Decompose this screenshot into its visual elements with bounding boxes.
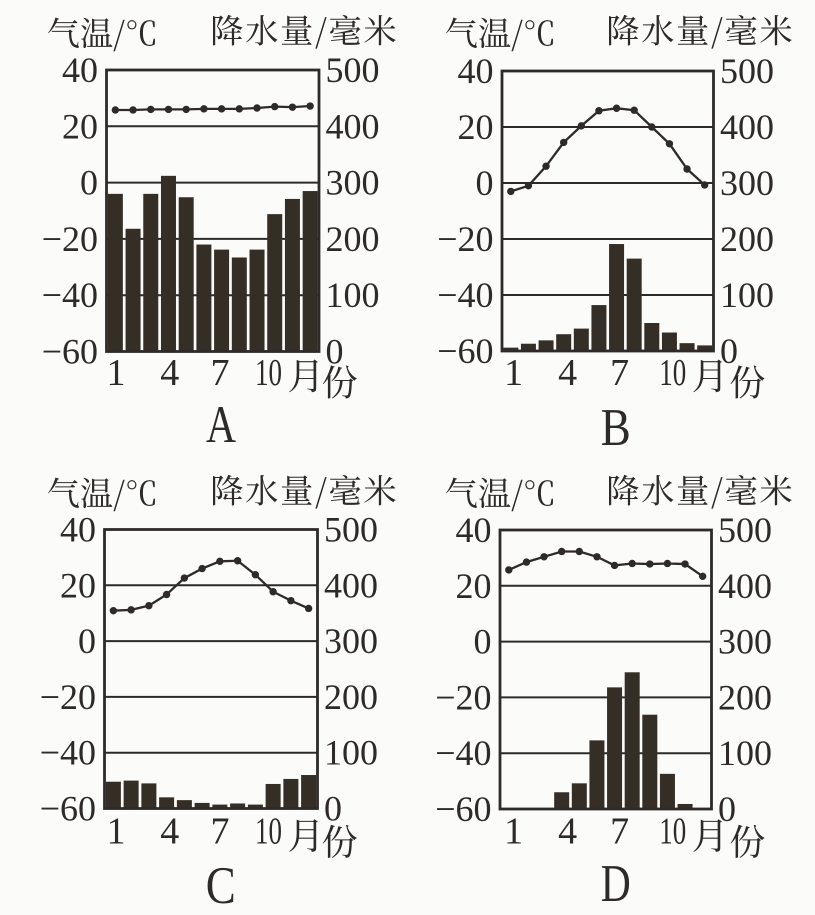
svg-text:1: 1: [107, 811, 126, 853]
svg-text:7: 7: [211, 811, 230, 853]
svg-text:10: 10: [255, 811, 282, 853]
svg-text:−40: −40: [40, 733, 96, 773]
svg-text:300: 300: [326, 163, 380, 203]
svg-text:0: 0: [80, 163, 98, 203]
svg-text:100: 100: [718, 733, 772, 773]
svg-text:−40: −40: [42, 275, 98, 315]
svg-text:500: 500: [326, 50, 380, 90]
svg-text:−40: −40: [435, 733, 491, 773]
svg-text:400: 400: [720, 107, 774, 147]
svg-text:A: A: [206, 396, 236, 454]
svg-text:200: 200: [324, 677, 378, 717]
svg-text:B: B: [601, 399, 631, 457]
svg-text:C: C: [206, 857, 236, 915]
svg-text:10: 10: [659, 811, 686, 853]
svg-text:−20: −20: [42, 219, 98, 259]
svg-text:0: 0: [720, 331, 738, 371]
svg-text:500: 500: [720, 51, 774, 91]
svg-text:300: 300: [720, 163, 774, 203]
svg-text:4: 4: [160, 352, 179, 394]
svg-text:0: 0: [324, 789, 342, 829]
svg-text:100: 100: [720, 275, 774, 315]
svg-text:1: 1: [107, 352, 126, 394]
svg-text:7: 7: [211, 352, 230, 394]
svg-text:40: 40: [456, 510, 492, 550]
svg-text:4: 4: [558, 352, 577, 394]
svg-text:−20: −20: [437, 219, 493, 259]
svg-text:500: 500: [324, 510, 378, 550]
svg-text:7: 7: [610, 811, 629, 853]
svg-text:−60: −60: [40, 789, 96, 829]
svg-text:−40: −40: [437, 275, 493, 315]
svg-text:10: 10: [255, 352, 282, 394]
svg-text:400: 400: [326, 106, 380, 146]
svg-text:−60: −60: [435, 789, 491, 829]
svg-text:4: 4: [160, 811, 179, 853]
svg-text:200: 200: [720, 219, 774, 259]
svg-text:0: 0: [78, 621, 96, 661]
svg-text:300: 300: [718, 622, 772, 662]
svg-text:200: 200: [718, 677, 772, 717]
svg-text:200: 200: [326, 219, 380, 259]
svg-text:D: D: [601, 855, 631, 913]
svg-text:20: 20: [456, 566, 492, 606]
svg-text:40: 40: [60, 510, 96, 550]
svg-text:400: 400: [324, 565, 378, 605]
svg-text:40: 40: [62, 50, 98, 90]
svg-text:400: 400: [718, 566, 772, 606]
svg-text:0: 0: [326, 332, 344, 372]
svg-text:1: 1: [504, 352, 523, 394]
svg-text:4: 4: [558, 811, 577, 853]
svg-text:20: 20: [62, 106, 98, 146]
svg-text:20: 20: [458, 107, 494, 147]
svg-text:0: 0: [476, 163, 494, 203]
svg-text:−60: −60: [42, 332, 98, 372]
svg-text:300: 300: [324, 621, 378, 661]
svg-text:500: 500: [718, 510, 772, 550]
svg-text:10: 10: [659, 352, 686, 394]
svg-text:40: 40: [458, 51, 494, 91]
svg-text:100: 100: [324, 733, 378, 773]
svg-text:−20: −20: [435, 677, 491, 717]
svg-text:7: 7: [610, 352, 629, 394]
svg-text:−60: −60: [437, 331, 493, 371]
svg-text:1: 1: [504, 811, 523, 853]
svg-text:−20: −20: [40, 677, 96, 717]
svg-text:100: 100: [326, 275, 380, 315]
svg-text:0: 0: [474, 622, 492, 662]
svg-text:20: 20: [60, 565, 96, 605]
svg-text:0: 0: [718, 789, 736, 829]
